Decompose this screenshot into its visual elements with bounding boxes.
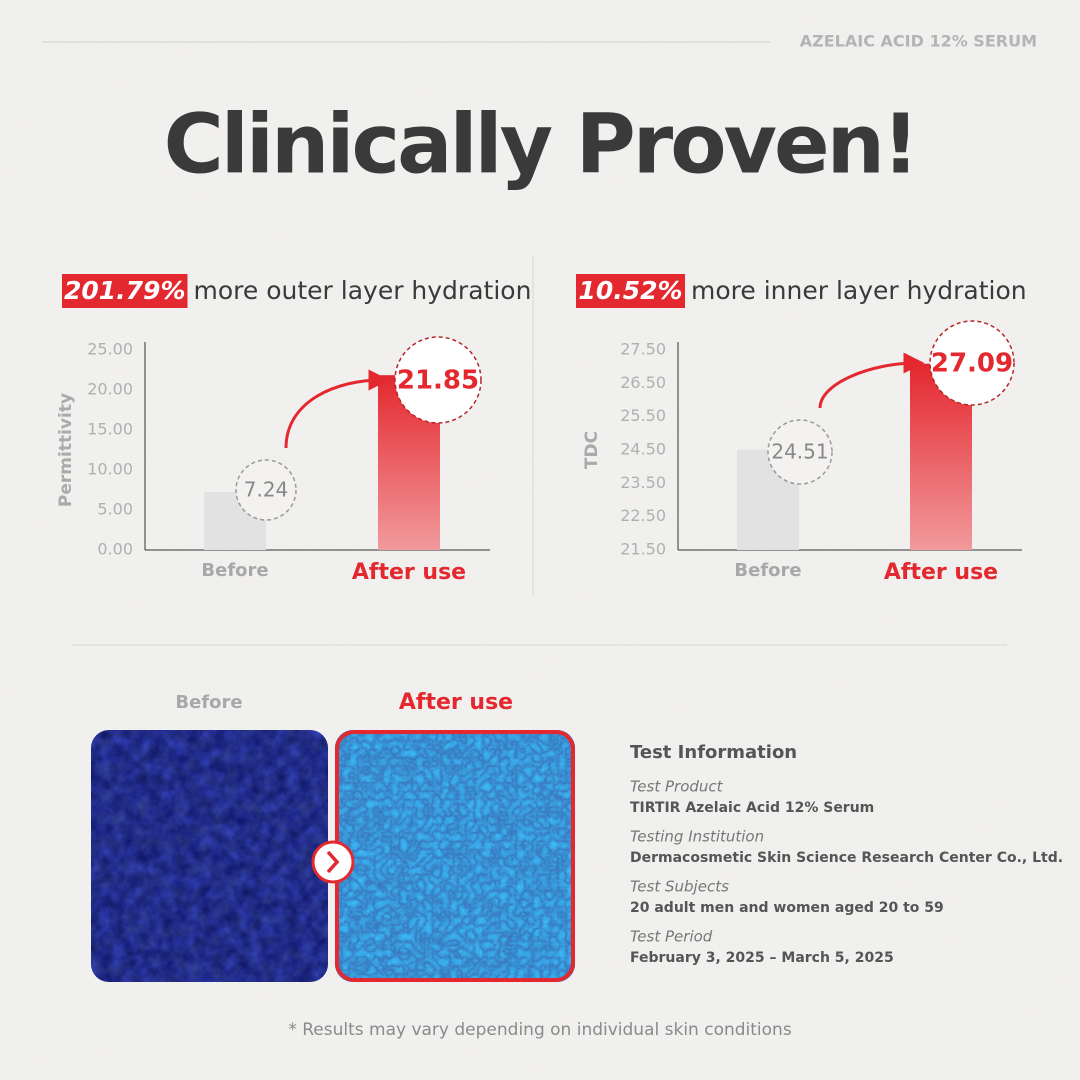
info-title: Test Information bbox=[630, 742, 797, 763]
y-axis-label: TDC bbox=[582, 431, 602, 469]
value-bubble bbox=[929, 320, 1015, 406]
y-tick-label: 25.50 bbox=[620, 406, 666, 425]
before-image bbox=[91, 730, 328, 982]
chevron bbox=[326, 850, 340, 874]
trend-arrow bbox=[818, 352, 925, 409]
y-tick-label: 26.50 bbox=[620, 373, 666, 392]
info-value: 20 adult men and women aged 20 to 59 bbox=[630, 900, 944, 916]
highlight: 201.79% bbox=[64, 276, 186, 305]
y-tick-label: 10.00 bbox=[87, 460, 133, 479]
y-tick-label: 21.50 bbox=[620, 540, 666, 559]
value-bubble bbox=[235, 459, 297, 521]
value-bubble bbox=[394, 336, 482, 424]
x-tick-label: After use bbox=[352, 560, 466, 585]
brand: AZELAIC ACID 12% SERUM bbox=[800, 32, 1037, 51]
x-tick-label: Before bbox=[201, 560, 268, 581]
y-tick-label: 0.00 bbox=[97, 540, 133, 559]
title: Clinically Proven! bbox=[164, 97, 917, 192]
value-label: 7.24 bbox=[244, 478, 289, 502]
y-tick-label: 15.00 bbox=[87, 420, 133, 439]
arrow-icon bbox=[311, 840, 355, 884]
info-label: Test Subjects bbox=[630, 878, 729, 896]
y-tick-label: 24.50 bbox=[620, 440, 666, 459]
y-axis-label: Permittivity bbox=[56, 393, 76, 507]
before-label: Before bbox=[175, 692, 242, 713]
value-label: 24.51 bbox=[771, 440, 828, 464]
y-tick-label: 27.50 bbox=[620, 340, 666, 359]
after-image bbox=[335, 730, 575, 982]
y-tick-label: 23.50 bbox=[620, 473, 666, 492]
value-label: 21.85 bbox=[397, 366, 479, 396]
info-value: TIRTIR Azelaic Acid 12% Serum bbox=[630, 800, 874, 816]
chart-title: more outer layer hydration bbox=[194, 276, 532, 305]
value-label: 27.09 bbox=[931, 349, 1013, 379]
highlight-box bbox=[576, 274, 685, 308]
value-bubble bbox=[767, 419, 833, 485]
highlight: 10.52% bbox=[578, 276, 682, 305]
highlight-box bbox=[62, 274, 188, 308]
x-tick-label: After use bbox=[884, 560, 998, 585]
y-tick-label: 22.50 bbox=[620, 506, 666, 525]
footnote: * Results may vary depending on individu… bbox=[288, 1020, 792, 1040]
trend-arrow bbox=[284, 369, 390, 449]
info-value: Dermacosmetic Skin Science Research Cent… bbox=[630, 850, 1063, 866]
after-label: After use bbox=[399, 690, 513, 715]
info-label: Testing Institution bbox=[630, 828, 764, 846]
info-value: February 3, 2025 – March 5, 2025 bbox=[630, 950, 894, 966]
chart-title: more inner layer hydration bbox=[691, 276, 1027, 305]
info-label: Test Product bbox=[630, 778, 724, 796]
y-tick-label: 20.00 bbox=[87, 380, 133, 399]
y-tick-label: 5.00 bbox=[97, 500, 133, 519]
y-tick-label: 25.00 bbox=[87, 340, 133, 359]
info-label: Test Period bbox=[630, 928, 713, 946]
x-tick-label: Before bbox=[734, 560, 801, 581]
